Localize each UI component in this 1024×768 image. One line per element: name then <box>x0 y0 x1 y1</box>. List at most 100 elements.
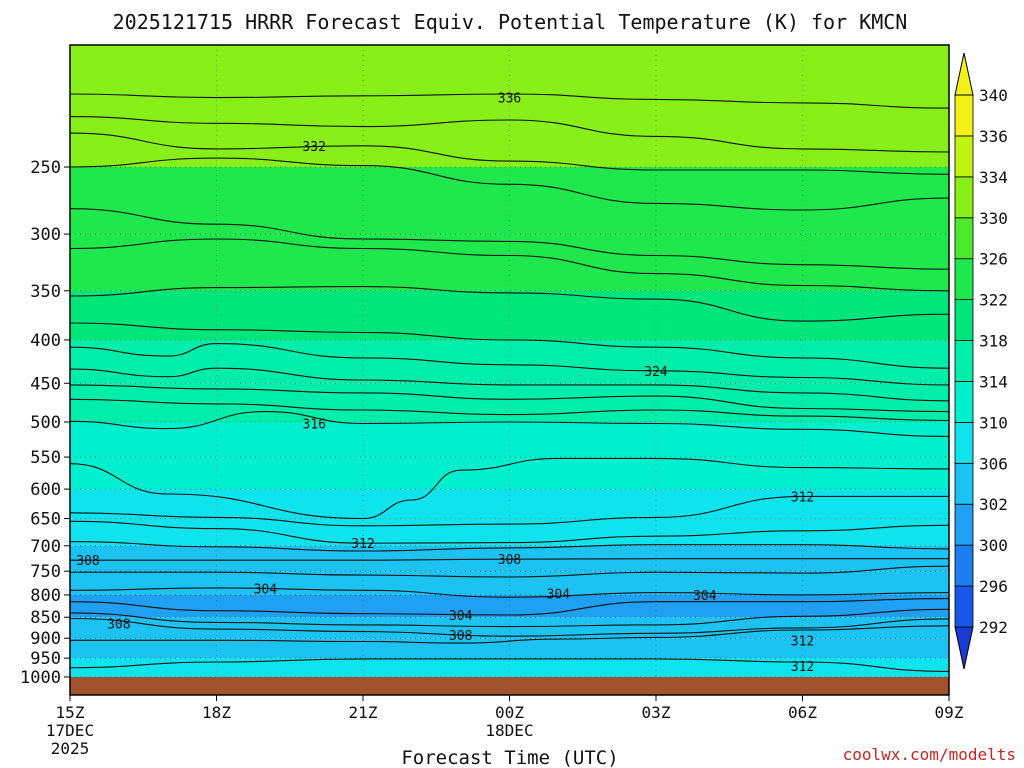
contour-label: 316 <box>302 417 325 432</box>
x-tick-label: 00Z <box>495 703 524 722</box>
contour-line-330 <box>69 157 950 211</box>
contour-labels: 336 332 324 316 312 312 308 308 304 304 304 308 304 3… <box>76 92 814 675</box>
colorbar-tick-label: 322 <box>979 291 1008 310</box>
colorbar-tick-label: 318 <box>979 332 1008 351</box>
contour-line-336 <box>69 93 950 109</box>
contour-line-308 <box>69 558 949 561</box>
contour-line-312 <box>69 495 949 527</box>
thetae-band <box>70 234 949 291</box>
colorbar-tick-label: 306 <box>979 454 1008 473</box>
contour-line-310 <box>69 541 950 552</box>
thetae-band <box>70 594 949 618</box>
contour-label: 312 <box>791 490 814 505</box>
colorbar-segment <box>954 52 974 96</box>
contour-line-330 <box>69 208 950 270</box>
contour-label: 308 <box>449 629 472 644</box>
x-tick-sublabel: 18DEC <box>485 721 533 740</box>
contour-line-334 <box>69 116 950 153</box>
contour-label: 308 <box>76 554 99 569</box>
colorbar-segment <box>954 462 974 505</box>
contour-label: 304 <box>693 589 717 604</box>
y-axis-pressure: 2503003504004505005506006507007508008509… <box>20 158 70 688</box>
contour-label: 304 <box>254 582 278 597</box>
x-tick-label: 09Z <box>935 703 964 722</box>
y-tick-label: 700 <box>30 537 61 557</box>
colorbar-segment <box>954 340 974 382</box>
y-tick-label: 950 <box>30 649 61 669</box>
contour-label: 324 <box>644 365 668 380</box>
thetae-fill-bands <box>70 45 949 677</box>
colorbar-tick-label: 302 <box>979 495 1008 514</box>
x-tick-sublabel: 17DEC <box>46 721 94 740</box>
x-tick-label: 06Z <box>788 703 817 722</box>
x-tick-label: 15Z <box>56 703 85 722</box>
y-tick-label: 450 <box>30 374 61 394</box>
colorbar-segment <box>954 544 974 587</box>
thetae-band <box>70 571 949 595</box>
y-tick-label: 650 <box>30 510 61 530</box>
contour-line-328 <box>69 238 950 292</box>
contour-label: 312 <box>791 634 814 649</box>
colorbar-tick-label: 314 <box>979 372 1008 391</box>
colorbar-segment <box>954 421 974 464</box>
colorbar-tick-label: 340 <box>979 86 1008 105</box>
contour-line-306 <box>70 565 950 578</box>
contour-line-324 <box>69 343 950 386</box>
contour-label: 332 <box>302 140 325 155</box>
contour-line-316 <box>69 411 950 437</box>
contour-line-308 <box>69 617 950 637</box>
ground-surface <box>70 677 949 695</box>
contour-lines <box>69 93 950 672</box>
thetae-band <box>70 489 949 519</box>
thetae-band <box>70 617 949 639</box>
colorbar-tick-label: 310 <box>979 413 1008 432</box>
y-tick-label: 850 <box>30 608 61 628</box>
contour-label: 308 <box>107 618 130 633</box>
x-axis-label: Forecast Time (UTC) <box>401 747 618 768</box>
colorbar-tick-label: 300 <box>979 536 1008 555</box>
contour-line-320 <box>69 384 950 413</box>
colorbar-tick-label: 292 <box>979 618 1008 637</box>
colorbar-segment <box>954 626 974 670</box>
y-tick-label: 300 <box>30 225 61 245</box>
thetae-band <box>70 518 949 546</box>
y-tick-label: 400 <box>30 331 61 351</box>
contour-line-318 <box>69 398 950 422</box>
y-tick-label: 750 <box>30 562 61 582</box>
y-tick-label: 550 <box>30 448 61 468</box>
y-tick-label: 1000 <box>20 668 61 688</box>
contour-label: 336 <box>498 92 521 107</box>
colorbar-segment <box>954 381 974 423</box>
contour-line-326 <box>69 286 950 322</box>
contour-line-304 <box>69 587 950 598</box>
contour-line-332 <box>69 132 950 175</box>
y-tick-label: 800 <box>30 586 61 606</box>
contour-line-312 <box>69 658 950 672</box>
thetae-band <box>70 339 949 384</box>
colorbar-tick-label: 334 <box>979 168 1008 187</box>
contour-label: 308 <box>498 553 521 568</box>
colorbar-tick-label: 326 <box>979 250 1008 269</box>
colorbar-tick-label: 296 <box>979 577 1008 596</box>
contour-line-314 <box>69 457 950 520</box>
chart-title: 2025121715 HRRR Forecast Equiv. Potentia… <box>113 10 908 34</box>
x-tick-label: 18Z <box>202 703 231 722</box>
colorbar-tick-label: 330 <box>979 209 1008 228</box>
y-tick-label: 900 <box>30 629 61 649</box>
thetae-band <box>70 422 949 458</box>
contour-line-304 <box>69 598 950 616</box>
colorbar-segment <box>954 135 974 178</box>
colorbar-segment <box>954 258 974 301</box>
contour-line-312 <box>69 520 950 544</box>
y-tick-label: 350 <box>30 282 61 302</box>
credit-text: coolwx.com/modelts <box>843 745 1016 764</box>
x-tick-sublabel: 2025 <box>51 739 90 758</box>
contour-label: 304 <box>547 588 571 603</box>
y-tick-label: 500 <box>30 413 61 433</box>
thetae-band <box>70 658 949 677</box>
colorbar-segment <box>954 217 974 260</box>
contour-label: 312 <box>791 660 814 675</box>
thetae-band <box>70 638 949 659</box>
